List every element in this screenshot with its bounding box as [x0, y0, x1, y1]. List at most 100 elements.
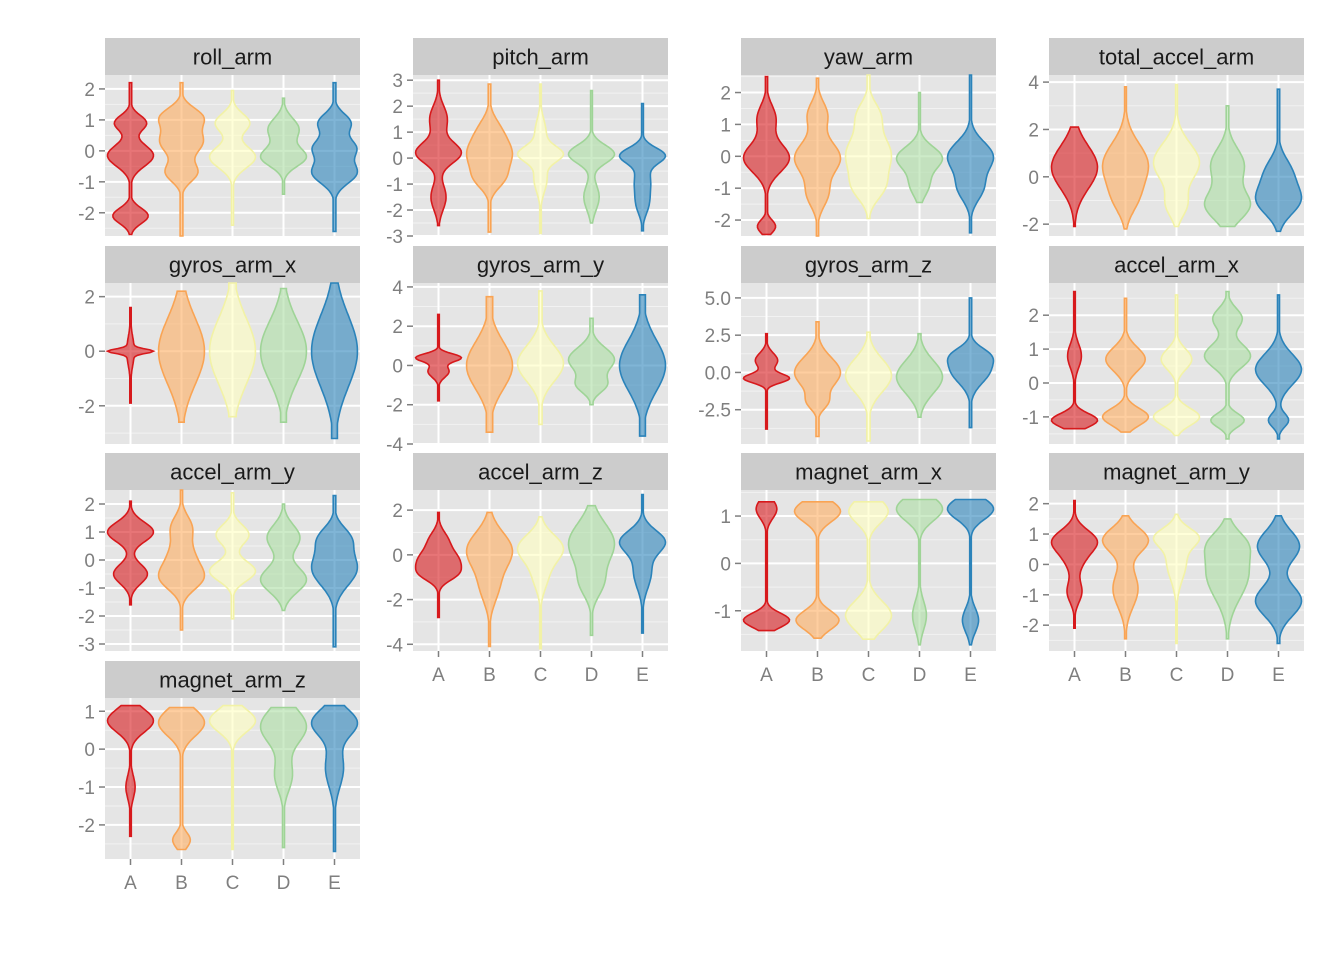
facet-strip: [1049, 38, 1304, 75]
y-tick-label: 0: [720, 147, 731, 168]
violin-yaw_arm-C: [844, 74, 893, 220]
facet-title: magnet_arm_z: [159, 668, 306, 693]
facet-strip: [105, 453, 360, 490]
violin-accel_arm_x-D: [1203, 290, 1252, 440]
y-tick-label: 1: [720, 115, 731, 136]
violin-gyros_arm_y-A: [414, 313, 463, 402]
y-tick-label: 2: [720, 84, 731, 105]
y-tick-label: 0: [720, 554, 731, 575]
y-tick-label: 4: [1028, 73, 1039, 94]
x-tick-label: D: [585, 665, 599, 686]
violin-gyros_arm_x-C: [208, 282, 257, 418]
violin-magnet_arm_x-D: [895, 498, 944, 646]
y-tick-label: 0: [84, 551, 95, 572]
facet-strip: [105, 661, 360, 698]
violin-yaw_arm-D: [895, 91, 944, 204]
y-tick-label: 2: [1028, 495, 1039, 516]
violin-magnet_arm_y-A: [1050, 499, 1099, 629]
facet-title: total_accel_arm: [1099, 45, 1254, 70]
violin-pitch_arm-C: [516, 83, 565, 235]
violin-roll_arm-C: [208, 89, 257, 226]
y-tick-label: 0.0: [705, 363, 731, 384]
y-tick-label: 1: [392, 123, 403, 144]
x-tick-label: E: [964, 665, 977, 686]
violin-total_accel_arm-E: [1254, 88, 1303, 233]
violin-pitch_arm-A: [414, 79, 463, 227]
y-tick-label: -1: [1022, 408, 1039, 429]
y-tick-label: 2: [392, 317, 403, 338]
violin-accel_arm_y-D: [259, 503, 308, 612]
x-tick-label: E: [636, 665, 649, 686]
violin-accel_arm_z-B: [465, 511, 514, 648]
facet-title: accel_arm_x: [1114, 253, 1239, 278]
violin-magnet_arm_x-E: [946, 498, 995, 646]
x-tick-label: C: [534, 665, 548, 686]
violin-total_accel_arm-C: [1152, 83, 1201, 228]
violin-yaw_arm-A: [742, 75, 791, 236]
violin-magnet_arm_y-B: [1101, 515, 1150, 640]
x-tick-label: C: [862, 665, 876, 686]
y-tick-label: 1: [84, 523, 95, 544]
violin-roll_arm-A: [106, 81, 155, 236]
y-tick-label: -2: [386, 201, 403, 222]
violin-gyros_arm_x-A: [105, 306, 156, 404]
y-tick-label: 5.0: [705, 289, 731, 310]
x-tick-label: C: [1170, 665, 1184, 686]
violin-total_accel_arm-B: [1101, 86, 1150, 230]
violin-accel_arm_y-B: [157, 489, 206, 631]
y-tick-label: 0: [1028, 168, 1039, 189]
x-tick-label: D: [913, 665, 927, 686]
x-tick-label: A: [432, 665, 445, 686]
violin-accel_arm_z-D: [567, 504, 616, 637]
y-tick-label: -4: [386, 635, 403, 656]
violin-accel_arm_y-C: [208, 492, 257, 620]
facet-panel-yaw_arm: yaw_arm -2 -1 0 1 2: [714, 38, 996, 237]
violin-total_accel_arm-A: [1050, 126, 1099, 228]
y-tick-label: -2: [386, 591, 403, 612]
y-tick-label: 0: [84, 142, 95, 163]
violin-gyros_arm_y-C: [516, 290, 565, 426]
facet-strip: [413, 246, 668, 283]
violin-magnet_arm_x-A: [742, 501, 791, 632]
y-tick-label: -1: [714, 602, 731, 623]
violin-gyros_arm_z-A: [742, 332, 791, 430]
y-tick-label: -4: [386, 435, 403, 456]
y-tick-label: -2: [78, 607, 95, 628]
facet-strip: [741, 246, 996, 283]
y-tick-label: -2: [1022, 215, 1039, 236]
y-tick-label: 1: [84, 111, 95, 132]
violin-accel_arm_x-B: [1101, 297, 1150, 433]
violin-gyros_arm_x-D: [259, 287, 308, 423]
facet-panel-gyros_arm_x: gyros_arm_x -2 0 2: [78, 246, 360, 444]
facet-strip: [413, 38, 668, 75]
y-tick-label: 2: [392, 501, 403, 522]
facet-title: gyros_arm_y: [477, 253, 604, 278]
facet-strip: [105, 38, 360, 75]
y-tick-label: 2: [84, 495, 95, 516]
violin-accel_arm_x-E: [1254, 294, 1303, 440]
facet-strip: [1049, 453, 1304, 490]
y-tick-label: -1: [78, 173, 95, 194]
y-tick-label: 2: [1028, 306, 1039, 327]
y-tick-label: -1: [1022, 586, 1039, 607]
facet-title: yaw_arm: [824, 45, 913, 70]
violin-magnet_arm_y-C: [1152, 513, 1201, 645]
violin-accel_arm_y-A: [106, 500, 155, 606]
facet-panel-pitch_arm: pitch_arm -3 -2 -1 0 1 2 3: [386, 38, 668, 248]
facet-title: pitch_arm: [492, 45, 589, 70]
x-tick-label: D: [277, 873, 291, 894]
violin-pitch_arm-B: [465, 83, 514, 233]
y-tick-label: 4: [392, 278, 403, 299]
y-tick-label: 2.5: [705, 326, 731, 347]
facet-title: magnet_arm_x: [795, 460, 942, 485]
violin-gyros_arm_x-E: [310, 282, 359, 440]
facet-strip: [1049, 246, 1304, 283]
violin-pitch_arm-E: [618, 102, 667, 232]
violin-gyros_arm_z-D: [895, 332, 944, 418]
facet-panel-magnet_arm_y: magnet_arm_y -2 -1 0 1 2 A B C D E: [1022, 453, 1304, 686]
violin-accel_arm_z-C: [516, 516, 565, 650]
facet-strip: [741, 38, 996, 75]
y-tick-label: -2: [386, 396, 403, 417]
violin-magnet_arm_z-B: [157, 706, 206, 851]
